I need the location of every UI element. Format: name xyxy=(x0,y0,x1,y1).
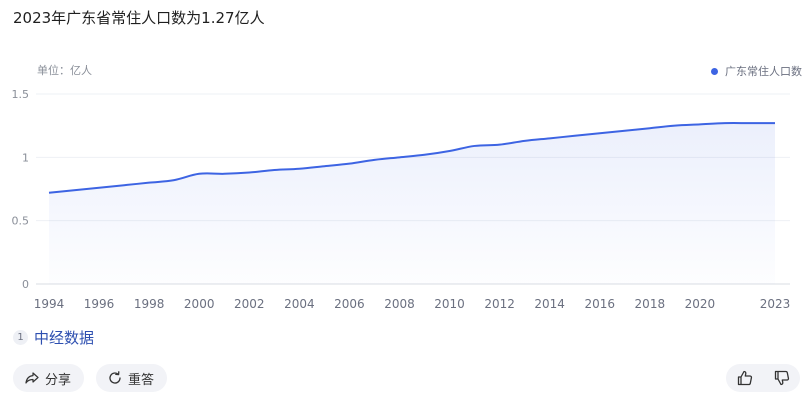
regenerate-button[interactable]: 重答 xyxy=(96,364,168,392)
x-tick-label: 1994 xyxy=(34,297,65,311)
headline: 2023年广东省常住人口数为1.27亿人 xyxy=(13,9,265,27)
share-icon xyxy=(25,372,39,384)
x-tick-label: 2008 xyxy=(384,297,415,311)
x-tick-label: 1996 xyxy=(84,297,115,311)
x-tick-label: 2014 xyxy=(534,297,565,311)
x-tick-label: 2002 xyxy=(234,297,265,311)
x-tick-label: 2010 xyxy=(434,297,465,311)
x-tick-label: 2018 xyxy=(635,297,666,311)
x-tick-label: 1998 xyxy=(134,297,165,311)
feedback-group xyxy=(726,364,800,392)
series-line xyxy=(48,122,775,194)
x-tick-label: 2023 xyxy=(760,297,791,311)
unit-label: 单位：亿人 xyxy=(37,64,92,77)
share-button[interactable]: 分享 xyxy=(13,364,85,392)
x-tick-label: 2012 xyxy=(484,297,515,311)
x-tick-label: 2004 xyxy=(284,297,315,311)
x-tick-label: 2006 xyxy=(334,297,365,311)
y-tick-label: 0.5 xyxy=(12,215,30,228)
y-tick-label: 1.5 xyxy=(12,88,30,101)
population-chart: 1994 1996 1998 2000 2002 2004 2006 2008 2010 2012… xyxy=(12,88,791,311)
regenerate-label: 重答 xyxy=(128,372,155,388)
y-tick-label: 1 xyxy=(22,151,29,164)
series-area xyxy=(49,123,775,284)
source-citation: 1 中经数据 xyxy=(13,327,94,348)
thumbs-down-icon xyxy=(774,370,789,386)
chart-legend[interactable]: 广东常住人口数 xyxy=(711,63,802,79)
source-link[interactable]: 中经数据 xyxy=(34,329,95,347)
refresh-icon xyxy=(109,371,121,384)
y-tick-label: 0 xyxy=(22,278,29,291)
legend-dot-icon xyxy=(711,67,718,75)
x-tick-label: 2020 xyxy=(685,297,716,311)
thumbs-up-icon xyxy=(737,370,752,386)
thumbs-down-button[interactable] xyxy=(773,369,791,387)
x-tick-label: 2000 xyxy=(184,297,215,311)
x-tick-label: 2016 xyxy=(584,297,615,311)
legend-label: 广东常住人口数 xyxy=(725,65,802,78)
source-index-badge: 1 xyxy=(13,330,28,345)
thumbs-up-button[interactable] xyxy=(736,369,754,387)
share-label: 分享 xyxy=(45,372,72,388)
